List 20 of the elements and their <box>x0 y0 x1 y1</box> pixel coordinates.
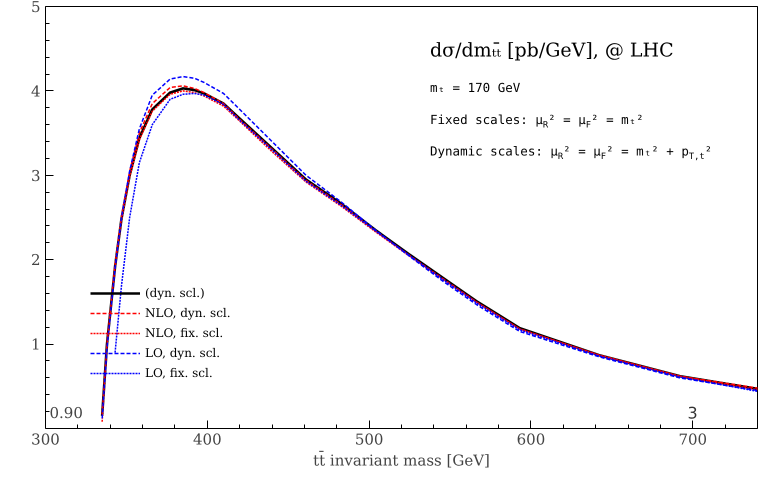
y-tick-label: 3 <box>30 166 41 185</box>
x-tick-label: 600 <box>516 430 546 448</box>
legend-label: NLO, fix. scl. <box>145 326 224 340</box>
y-tick-label: 4 <box>30 82 41 100</box>
annotation: 3 <box>688 404 698 422</box>
x-tick-label: 400 <box>193 430 222 448</box>
y-tick-label: 2 <box>30 251 41 270</box>
x-tick-label: 700 <box>678 430 708 448</box>
text: dσ/dmₜₜ̄ [pb/GeV], @ LHC <box>430 39 674 62</box>
x-axis-title: tt̄ invariant mass [GeV] <box>313 450 490 470</box>
x-tick-label: 300 <box>31 430 60 448</box>
legend-label: LO, dyn. scl. <box>145 346 220 360</box>
legend-label: NLO, dyn. scl. <box>145 306 231 320</box>
annotation: mₜ = 170 GeV <box>430 80 521 96</box>
y-tick-label: 5 <box>30 0 41 16</box>
legend-label: (dyn. scl.) <box>145 286 205 300</box>
y-tick-label: 1 <box>30 336 41 354</box>
x-tick-label: 500 <box>354 430 384 448</box>
legend-label: LO, fix. scl. <box>145 366 213 380</box>
annotation: 0.90 <box>50 404 83 422</box>
